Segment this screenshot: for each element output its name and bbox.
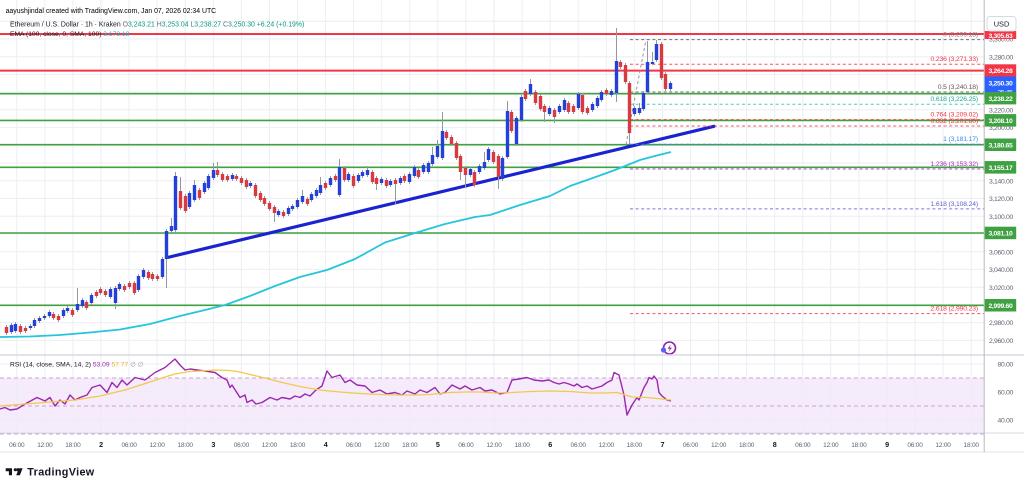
svg-text:7: 7 <box>660 440 664 449</box>
svg-text:06:00: 06:00 <box>683 442 699 449</box>
svg-text:12:00: 12:00 <box>935 442 951 449</box>
svg-text:2,980.00: 2,980.00 <box>989 320 1014 327</box>
svg-text:3,020.00: 3,020.00 <box>989 285 1014 292</box>
svg-text:1.618 (3,108.24): 1.618 (3,108.24) <box>931 201 978 208</box>
svg-text:12:00: 12:00 <box>149 442 165 449</box>
svg-text:1.236 (3,153.32): 1.236 (3,153.32) <box>931 161 978 168</box>
svg-text:USD: USD <box>994 20 1010 29</box>
svg-text:0 (3,299.18): 0 (3,299.18) <box>943 32 978 39</box>
svg-text:TradingView: TradingView <box>27 467 95 479</box>
svg-text:18:00: 18:00 <box>627 442 643 449</box>
svg-text:3: 3 <box>211 440 215 449</box>
svg-text:0.618 (3,226.25): 0.618 (3,226.25) <box>931 96 978 103</box>
svg-text:18:00: 18:00 <box>964 442 980 449</box>
svg-text:6: 6 <box>548 440 552 449</box>
svg-text:3,264.28: 3,264.28 <box>988 68 1013 75</box>
svg-text:80.00: 80.00 <box>997 362 1013 369</box>
svg-text:12:00: 12:00 <box>374 442 390 449</box>
svg-text:06:00: 06:00 <box>907 442 923 449</box>
svg-text:12:00: 12:00 <box>711 442 727 449</box>
svg-text:12:00: 12:00 <box>262 442 278 449</box>
svg-text:06:00: 06:00 <box>121 442 137 449</box>
svg-text:06:00: 06:00 <box>9 442 25 449</box>
svg-text:0.764 (3,209.02): 0.764 (3,209.02) <box>931 112 978 119</box>
svg-text:aayushjindal created with Trad: aayushjindal created with TradingView.co… <box>6 8 217 15</box>
svg-text:18:00: 18:00 <box>739 442 755 449</box>
svg-text:EMA (100, close, 0, SMA, 100): EMA (100, close, 0, SMA, 100) 3,172.18 <box>10 31 130 38</box>
svg-text:18:00: 18:00 <box>514 442 530 449</box>
svg-text:3,305.63: 3,305.63 <box>988 33 1013 40</box>
svg-text:2,999.60: 2,999.60 <box>988 303 1013 310</box>
svg-text:2.618 (2,990.23): 2.618 (2,990.23) <box>931 306 978 313</box>
svg-text:2,960.00: 2,960.00 <box>989 338 1014 345</box>
svg-text:06:00: 06:00 <box>346 442 362 449</box>
svg-text:3,220.00: 3,220.00 <box>989 107 1014 114</box>
svg-text:3,238.22: 3,238.22 <box>988 96 1013 103</box>
svg-text:Ethereum / U.S. Dollar · 1h ·: Ethereum / U.S. Dollar · 1h · Kraken O3,… <box>10 21 304 28</box>
svg-text:60.00: 60.00 <box>997 390 1013 397</box>
svg-text:3,280.00: 3,280.00 <box>989 54 1014 61</box>
svg-text:8: 8 <box>773 440 777 449</box>
svg-text:3,120.00: 3,120.00 <box>989 196 1014 203</box>
svg-text:40.00: 40.00 <box>997 418 1013 425</box>
svg-text:3,100.00: 3,100.00 <box>989 214 1014 221</box>
svg-text:3,208.10: 3,208.10 <box>988 118 1013 125</box>
svg-text:3,060.00: 3,060.00 <box>989 249 1014 256</box>
svg-text:18:00: 18:00 <box>402 442 418 449</box>
svg-text:3,140.00: 3,140.00 <box>989 178 1014 185</box>
svg-text:3,155.17: 3,155.17 <box>988 165 1013 172</box>
svg-text:3,180.65: 3,180.65 <box>988 142 1013 149</box>
svg-text:0.832 (3,201.80): 0.832 (3,201.80) <box>931 118 978 125</box>
svg-text:3,200.00: 3,200.00 <box>989 125 1014 132</box>
svg-text:RSI (14, close, SMA, 14, 2) 53: RSI (14, close, SMA, 14, 2) 53.09 57.77 … <box>10 361 144 368</box>
svg-text:3,040.00: 3,040.00 <box>989 267 1014 274</box>
svg-text:18:00: 18:00 <box>65 442 81 449</box>
svg-text:18:00: 18:00 <box>178 442 194 449</box>
svg-text:06:00: 06:00 <box>458 442 474 449</box>
svg-text:0.5 (3,240.18): 0.5 (3,240.18) <box>938 84 978 91</box>
svg-text:06:00: 06:00 <box>234 442 250 449</box>
svg-text:12:00: 12:00 <box>823 442 839 449</box>
svg-text:9: 9 <box>885 440 889 449</box>
svg-text:18:00: 18:00 <box>290 442 306 449</box>
svg-text:4: 4 <box>324 440 328 449</box>
svg-text:2: 2 <box>99 440 103 449</box>
svg-text:12:00: 12:00 <box>486 442 502 449</box>
svg-text:18:00: 18:00 <box>851 442 867 449</box>
svg-text:12:00: 12:00 <box>599 442 615 449</box>
svg-text:06:00: 06:00 <box>795 442 811 449</box>
svg-text:3,250.30: 3,250.30 <box>988 81 1013 88</box>
svg-text:3,300.00: 3,300.00 <box>989 37 1014 44</box>
svg-text:1 (3,181.17): 1 (3,181.17) <box>943 136 978 143</box>
svg-text:06:00: 06:00 <box>571 442 587 449</box>
svg-text:5: 5 <box>436 440 440 449</box>
svg-text:12:00: 12:00 <box>37 442 53 449</box>
svg-text:0.236 (3,271.33): 0.236 (3,271.33) <box>931 56 978 63</box>
svg-text:3,081.10: 3,081.10 <box>988 231 1013 238</box>
